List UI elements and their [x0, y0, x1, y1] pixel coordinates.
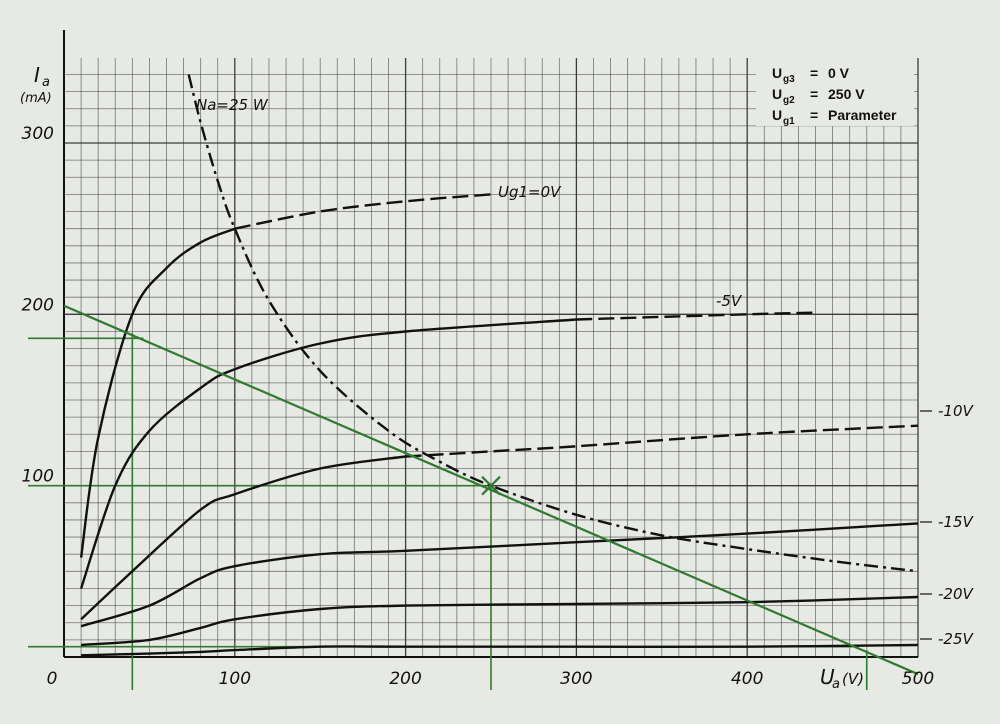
legend-entry-sub: g3	[783, 74, 795, 85]
curve-10v-dashed	[405, 424, 919, 458]
legend-entry-eq: =	[810, 65, 818, 81]
y-axis-label: I	[34, 63, 40, 87]
x-tick-label: 200	[389, 669, 421, 689]
legend-entry-eq: =	[810, 107, 818, 123]
curve-ug10v	[79, 227, 236, 558]
power-curve-label: Na=25 W	[196, 96, 269, 114]
y-tick-label: 200	[22, 295, 54, 315]
x-axis-label: U	[820, 665, 835, 689]
curve-5v-dashed	[576, 311, 816, 321]
y-tick-label: 100	[22, 467, 54, 487]
x-tick-label: 500	[902, 669, 934, 689]
curve-label-5v: -5V	[716, 292, 743, 310]
curve-label-10v: -10V	[938, 402, 974, 420]
curve-label-25v: -25V	[938, 630, 974, 648]
legend-entry: U	[772, 107, 782, 123]
legend-entry-value: Parameter	[828, 107, 897, 123]
load-line	[63, 304, 919, 676]
legend-box	[756, 54, 914, 126]
curve-15v	[80, 522, 919, 628]
curve-label-20v: -20V	[938, 585, 974, 603]
legend-entry: U	[772, 86, 782, 102]
y-axis-label-sub: a	[42, 75, 50, 90]
curve-5v	[79, 318, 577, 589]
operating-point-cross	[481, 475, 501, 496]
curve-25v	[81, 643, 919, 657]
legend-entry-value: 0 V	[828, 65, 850, 81]
legend-entry-eq: =	[810, 86, 818, 102]
power-curve	[187, 74, 919, 573]
legend-entry-sub: g2	[783, 95, 795, 106]
x-axis-label-sub: a	[832, 677, 840, 692]
y-tick-label: 300	[22, 124, 54, 144]
legend-entry-sub: g1	[783, 116, 795, 127]
curve-label-ug10v: Ug1=0V	[498, 183, 562, 201]
curve-20v	[81, 595, 919, 647]
curve-label-15v: -15V	[938, 513, 974, 531]
legend-entry: U	[772, 65, 782, 81]
legend-entry-value: 250 V	[828, 86, 865, 102]
x-tick-label: 0	[47, 669, 58, 689]
x-tick-label: 300	[560, 669, 592, 689]
curve-10v	[80, 455, 406, 621]
x-tick-label: 100	[219, 669, 251, 689]
curve-ug10v-dashed	[234, 193, 492, 230]
x-axis-unit: (V)	[842, 670, 864, 688]
x-tick-label: 400	[731, 669, 763, 689]
y-axis-unit: (mA)	[20, 91, 52, 106]
